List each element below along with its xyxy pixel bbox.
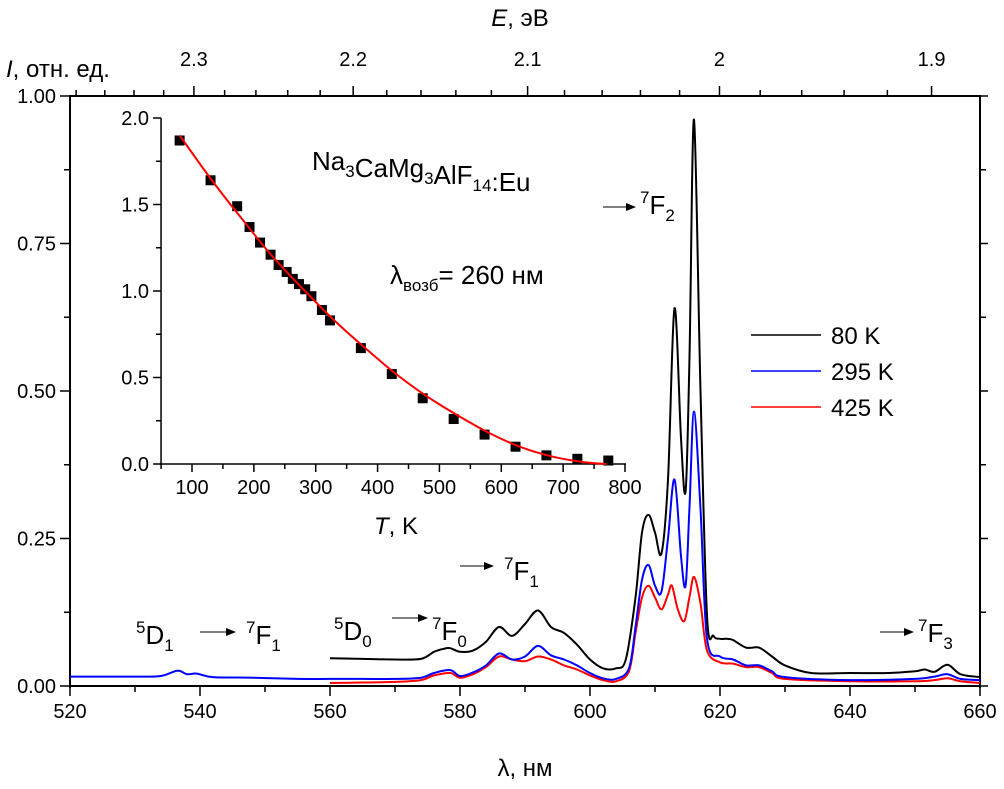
top-tick-label: 2.1 <box>514 49 542 71</box>
transition-final-state: 7F2 <box>640 188 675 225</box>
top-tick-label: 2 <box>714 49 725 71</box>
formula-text: :Eu <box>491 167 530 197</box>
inset-data-point <box>448 414 459 425</box>
inset-x-tick-label: 400 <box>361 477 394 499</box>
formula-text: CaMg <box>355 153 424 183</box>
y-tick-label: 0.50 <box>17 381 56 403</box>
top-tick-label: 2.2 <box>339 49 367 71</box>
legend-label: 425 K <box>831 395 894 422</box>
series-line-295k <box>69 410 981 682</box>
y-tick-label: 0.75 <box>17 234 56 256</box>
transition-initial-state: 5D0 <box>334 614 372 651</box>
x-tick-label: 620 <box>703 701 736 723</box>
x-tick-label: 600 <box>573 701 606 723</box>
inset-x-tick-label: 600 <box>485 477 518 499</box>
top-axis-title: E, эВ <box>491 5 549 32</box>
x-tick-label: 580 <box>443 701 476 723</box>
transition-annotations: 5D1 7F1 5D0 7F0 7F1 7F2 7F3 <box>136 188 953 655</box>
inset-data-point <box>603 455 614 466</box>
transition-final-state: 7F1 <box>504 554 539 591</box>
arrowhead-icon <box>226 628 236 636</box>
inset-x-tick-label: 700 <box>546 477 579 499</box>
inset-data-point <box>510 441 521 452</box>
transition-initial-state: 5D1 <box>136 618 174 655</box>
main-top-energy-axis: 2.3 2.2 2.1 2 1.9 <box>75 49 946 96</box>
arrowhead-icon <box>418 614 428 622</box>
main-x-axis: 520 540 560 580 600 620 640 660 <box>53 686 997 723</box>
inset-y-tick-label: 1.5 <box>121 195 149 217</box>
x-axis-title: λ, нм <box>497 755 552 782</box>
excitation-label: λвозб= 260 нм <box>390 260 544 295</box>
x-tick-label: 640 <box>833 701 866 723</box>
x-tick-label: 540 <box>183 701 216 723</box>
formula-text: Na <box>312 146 346 176</box>
x-tick-label: 520 <box>53 701 86 723</box>
inset-axes: 100 200 300 400 500 600 700 800 0.0 0.5 1.0 1.5 2.0 <box>121 108 641 499</box>
transition-final-state: 7F3 <box>918 616 953 653</box>
inset-data-point <box>232 201 243 212</box>
y-axis-title: I, отн. ед. <box>6 56 110 83</box>
inset-data-point <box>316 305 327 316</box>
series-line-425k <box>329 575 981 684</box>
transition-final-state: 7F0 <box>432 614 467 651</box>
inset-x-tick-label: 500 <box>423 477 456 499</box>
inset-x-tick-label: 100 <box>175 477 208 499</box>
inset-x-tick-label: 300 <box>299 477 332 499</box>
inset-x-tick-label: 200 <box>237 477 270 499</box>
y-tick-label: 1.00 <box>17 86 56 108</box>
annotation-d0f0: 5D0 7F0 <box>334 614 467 651</box>
inset-y-tick-label: 0.5 <box>121 368 149 390</box>
formula-text: AlF <box>434 160 473 190</box>
inset-x-axis-title: T, K <box>374 513 418 540</box>
inset-data-point <box>386 369 397 380</box>
legend-label: 80 K <box>831 323 880 350</box>
inset-fit-curve <box>178 134 607 465</box>
y-tick-label: 0.00 <box>17 676 56 698</box>
inset-data-point <box>300 284 311 295</box>
series-line-80k <box>329 118 981 679</box>
inset-y-tick-label: 2.0 <box>121 108 149 130</box>
top-tick-label: 2.3 <box>180 49 208 71</box>
formula-subscript: 14 <box>473 176 492 195</box>
legend-label: 295 K <box>831 359 894 386</box>
arrowhead-icon <box>484 562 494 570</box>
legend: 80 K 295 K 425 K <box>751 323 894 422</box>
main-y-axis: 0.00 0.25 0.50 0.75 1.00 <box>17 86 988 698</box>
inset-data-point <box>273 260 284 271</box>
inset-data-point <box>417 393 428 404</box>
main-series-group <box>69 118 981 684</box>
y-tick-label: 0.25 <box>17 529 56 551</box>
inset-data-point <box>174 135 185 146</box>
formula-subscript: 3 <box>345 162 354 181</box>
inset-data-point <box>355 343 366 354</box>
top-tick-label: 1.9 <box>918 49 946 71</box>
annotation-f3: 7F3 <box>880 616 953 653</box>
inset-data-point <box>572 453 583 464</box>
annotation-f2: 7F2 <box>603 188 675 225</box>
formula-subscript: 3 <box>424 169 433 188</box>
compound-formula: Na3CaMg3AlF14:Eu <box>312 146 531 197</box>
annotation-d1f1: 5D1 7F1 <box>136 618 281 655</box>
transition-final-state: 7F1 <box>246 618 281 655</box>
x-tick-label: 660 <box>963 701 996 723</box>
annotation-f1: 7F1 <box>460 554 539 591</box>
inset-x-tick-label: 800 <box>608 477 641 499</box>
inset-data-point <box>324 315 335 326</box>
x-tick-label: 560 <box>313 701 346 723</box>
arrowhead-icon <box>904 628 914 636</box>
inset-data-point <box>479 429 490 440</box>
inset-data-point <box>205 175 216 186</box>
arrowhead-icon <box>626 203 636 211</box>
inset-y-tick-label: 1.0 <box>121 281 149 303</box>
inset-y-tick-label: 0.0 <box>121 454 149 476</box>
inset-series-group <box>174 134 614 466</box>
